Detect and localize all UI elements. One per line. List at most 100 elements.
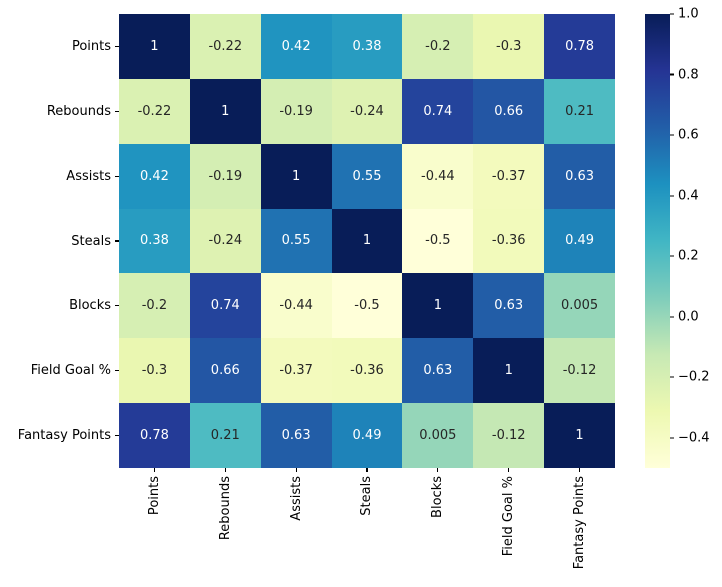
- x-tick-mark: [508, 468, 510, 472]
- x-tick-mark: [578, 468, 581, 472]
- heatmap-cell: 0.21: [544, 78, 615, 144]
- x-axis-label: Rebounds: [217, 476, 233, 541]
- heatmap-cell: 1: [544, 403, 615, 468]
- heatmap-cell: 1: [189, 78, 261, 144]
- colorbar-tick-mark: [670, 13, 674, 15]
- heatmap-cell: 0.63: [402, 338, 474, 404]
- heatmap-cell: 0.78: [544, 14, 615, 79]
- y-axis-label: Assists: [66, 168, 111, 184]
- x-axis-label: Steals: [359, 476, 375, 516]
- heatmap-cell: 0.63: [260, 403, 332, 468]
- colorbar-tick-label: 0.0: [678, 309, 699, 325]
- y-tick-mark: [115, 370, 119, 372]
- heatmap-cell: 0.005: [544, 273, 615, 339]
- heatmap-cell: 1: [119, 14, 190, 79]
- heatmap-cell: -0.3: [473, 14, 545, 79]
- heatmap-cell: -0.22: [119, 78, 190, 144]
- heatmap-cell: -0.36: [473, 208, 545, 274]
- heatmap-cell: -0.24: [331, 78, 403, 144]
- colorbar-tick-mark: [670, 376, 674, 378]
- heatmap-cell: -0.12: [544, 338, 615, 404]
- heatmap-cell: 1: [402, 273, 474, 339]
- heatmap-cell: -0.44: [260, 273, 332, 339]
- x-axis-label: Points: [146, 476, 162, 516]
- heatmap-cell: -0.37: [473, 143, 545, 209]
- colorbar-tick-label: 0.4: [678, 188, 699, 204]
- colorbar-tick-label: −0.2: [678, 369, 710, 385]
- heatmap-cell: -0.12: [473, 403, 545, 468]
- colorbar-tick-mark: [670, 316, 674, 318]
- y-tick-mark: [115, 45, 119, 48]
- y-axis-label: Fantasy Points: [17, 428, 111, 444]
- x-axis-label-col: Fantasy Points: [544, 468, 615, 586]
- y-axis-label-row: Rebounds: [0, 79, 119, 144]
- x-axis-label: Blocks: [430, 476, 446, 518]
- heatmap-cell: 1: [331, 208, 403, 274]
- heatmap-grid: 1 -0.22 0.42 0.38 -0.2 -0.3 0.78 -0.22 1 -0.19 -0.…: [119, 14, 615, 468]
- heatmap-cell: -0.36: [331, 338, 403, 404]
- y-axis-label: Blocks: [69, 298, 111, 314]
- heatmap-cell: 0.42: [260, 14, 332, 79]
- heatmap-cell: -0.2: [402, 14, 474, 79]
- colorbar-tick: −0.2: [670, 370, 710, 385]
- y-axis-label: Field Goal %: [30, 363, 111, 379]
- colorbar-tick-mark: [670, 73, 674, 76]
- heatmap-cell: -0.22: [189, 14, 261, 79]
- heatmap-cell: 0.55: [260, 208, 332, 274]
- y-axis-label-row: Steals: [0, 209, 119, 274]
- y-tick-mark: [115, 434, 119, 437]
- heatmap-cell: 0.74: [402, 78, 474, 144]
- colorbar-tick-mark: [670, 255, 674, 257]
- colorbar-tick-mark: [670, 195, 674, 197]
- x-tick-mark: [366, 468, 368, 472]
- heatmap-cell: 0.63: [473, 273, 545, 339]
- y-axis-label-row: Assists: [0, 144, 119, 209]
- x-axis-label-col: Assists: [261, 468, 332, 586]
- heatmap-cell: 0.005: [402, 403, 474, 468]
- colorbar-tick-label: 0.8: [678, 67, 699, 83]
- colorbar-tick: 0.8: [670, 67, 699, 82]
- heatmap-cell: 0.38: [119, 208, 190, 274]
- heatmap-cell: 0.66: [189, 338, 261, 404]
- y-axis-label: Steals: [71, 233, 111, 249]
- y-tick-mark: [115, 175, 119, 177]
- y-tick-mark: [115, 305, 119, 307]
- x-axis-label-col: Points: [119, 468, 190, 586]
- heatmap-cell: 0.38: [331, 14, 403, 79]
- heatmap-cell: 0.55: [331, 143, 403, 209]
- colorbar-tick-label: 0.6: [678, 127, 699, 143]
- heatmap-cell: -0.19: [260, 78, 332, 144]
- heatmap-cell: -0.37: [260, 338, 332, 404]
- y-axis-label-row: Points: [0, 14, 119, 79]
- x-tick-mark: [437, 468, 439, 472]
- heatmap-cell: 0.21: [189, 403, 261, 468]
- heatmap-cell: -0.19: [189, 143, 261, 209]
- colorbar: [645, 14, 670, 468]
- colorbar-tick-label: 1.0: [678, 6, 699, 22]
- colorbar-tick: 0.6: [670, 128, 699, 143]
- heatmap-cell: 0.42: [119, 143, 190, 209]
- heatmap-cell: 0.49: [544, 208, 615, 274]
- colorbar-tick: −0.4: [670, 430, 710, 445]
- x-axis-label-col: Steals: [332, 468, 403, 586]
- heatmap-cell: -0.24: [189, 208, 261, 274]
- colorbar-tick: 0.0: [670, 309, 699, 324]
- heatmap-cell: 0.49: [331, 403, 403, 468]
- colorbar-tick: 0.2: [670, 249, 699, 264]
- x-tick-mark: [295, 468, 297, 472]
- x-axis-label-col: Blocks: [402, 468, 473, 586]
- heatmap-cell: -0.2: [119, 273, 190, 339]
- heatmap-cell: 1: [260, 143, 332, 209]
- heatmap-cell: -0.3: [119, 338, 190, 404]
- colorbar-tick-mark: [670, 134, 674, 136]
- x-axis-labels: Points Rebounds Assists Steals Blocks Field G…: [119, 468, 615, 586]
- y-axis-label-row: Fantasy Points: [0, 403, 119, 468]
- heatmap-cell: 0.63: [544, 143, 615, 209]
- y-axis-label-row: Field Goal %: [0, 338, 119, 403]
- y-axis-label-row: Blocks: [0, 273, 119, 338]
- heatmap-cell: -0.44: [402, 143, 474, 209]
- heatmap-cell: -0.5: [402, 208, 474, 274]
- heatmap-cell: 0.74: [189, 273, 261, 339]
- x-tick-mark: [224, 468, 226, 472]
